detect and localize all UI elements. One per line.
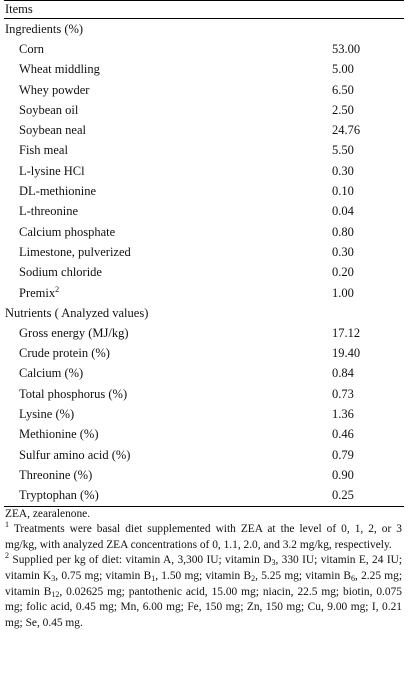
ingredients-heading: Ingredients (%): [5, 22, 84, 36]
row-label: Wheat middling: [19, 62, 100, 77]
subscript: 3: [51, 573, 56, 583]
row-value: 0.84: [332, 366, 354, 381]
row-label: Gross energy (MJ/kg): [19, 325, 129, 340]
row-value: 24.76: [332, 123, 361, 138]
footnote-text: Supplied per kg of diet: vitamin A, 3,30…: [12, 554, 272, 567]
row-value: 0.30: [332, 163, 354, 178]
row-label: Limestone, pulverized: [19, 244, 131, 259]
table-row: Fish meal 5.50: [4, 140, 404, 160]
table-row-premix: Premix2 1.00: [4, 283, 404, 303]
row-value: 0.73: [332, 386, 354, 401]
row-label: Threonine (%): [19, 467, 93, 482]
ingredients-rows: Corn 53.00 Wheat middling 5.00 Whey powder…: [4, 39, 404, 303]
row-value: 1.36: [332, 407, 354, 422]
row-value: 6.50: [332, 82, 354, 97]
items-header: Items: [5, 2, 33, 16]
row-label: Calcium phosphate: [19, 224, 116, 239]
row-label: Soybean oil: [19, 102, 79, 117]
row-label: DL-methionine: [19, 184, 97, 199]
top-rule: [4, 0, 404, 1]
premix-label: Premix: [19, 285, 56, 300]
row-value: 0.25: [332, 488, 354, 503]
row-value: 5.00: [332, 62, 354, 77]
table-row: Sodium chloride 0.20: [4, 262, 404, 282]
footnote-text: Treatments were basal diet supplemented …: [5, 523, 402, 551]
row-value: 17.12: [332, 325, 361, 340]
footnote-ref: 2: [55, 284, 60, 294]
footnotes: ZEA, zearalenone. 1 Treatments were basa…: [4, 507, 404, 632]
table-row: Wheat middling 5.00: [4, 59, 404, 79]
subscript: 1: [151, 573, 156, 583]
footnote-2: 2 Supplied per kg of diet: vitamin A, 3,…: [5, 551, 403, 631]
footnote-text: , 0.75 mg; vitamin B: [55, 569, 152, 582]
table-row: Limestone, pulverized 0.30: [4, 242, 404, 262]
table-row: Whey powder 6.50: [4, 80, 404, 100]
row-value: 5.50: [332, 143, 354, 158]
table-row: Soybean oil 2.50: [4, 100, 404, 120]
row-label: Corn: [19, 42, 44, 56]
row-value: 0.04: [332, 204, 354, 219]
header-rule: [4, 18, 404, 19]
row-label: Soybean neal: [19, 123, 86, 138]
row-label: Sulfur amino acid (%): [19, 447, 131, 462]
row-value: 0.46: [332, 427, 354, 442]
row-value: 1.00: [332, 285, 354, 300]
row-value: 0.10: [332, 184, 354, 199]
row-label: Crude protein (%): [19, 346, 110, 361]
table-row: Lysine (%) 1.36: [4, 404, 404, 424]
subscript: 2: [251, 573, 256, 583]
table-row: Soybean neal 24.76: [4, 120, 404, 140]
row-label: Fish meal: [19, 143, 68, 158]
table-row: Calcium (%) 0.84: [4, 363, 404, 383]
table-row: L-lysine HCl 0.30: [4, 161, 404, 181]
footnote-text: , 5.25 mg; vitamin B: [255, 569, 351, 582]
row-value: 19.40: [332, 346, 361, 361]
footnote-marker: 1: [5, 520, 9, 530]
subscript: 3: [271, 558, 276, 568]
footnote-marker: 2: [5, 551, 9, 561]
row-value: 0.90: [332, 467, 354, 482]
table-row: L-threonine 0.04: [4, 201, 404, 221]
nutrients-heading: Nutrients ( Analyzed values): [5, 305, 149, 320]
table-row: Threonine (%) 0.90: [4, 465, 404, 485]
table-row: Methionine (%) 0.46: [4, 424, 404, 444]
table-row: DL-methionine 0.10: [4, 181, 404, 201]
row-label: Methionine (%): [19, 427, 99, 442]
table-row: Calcium phosphate 0.80: [4, 222, 404, 242]
row-value: 0.80: [332, 224, 354, 239]
table-row: Total phosphorus (%) 0.73: [4, 384, 404, 404]
row-value: 0.79: [332, 447, 354, 462]
row-value: 2.50: [332, 102, 354, 117]
row-value: 0.20: [332, 265, 354, 280]
row-label: Premix2: [4, 283, 332, 303]
row-label: L-threonine: [19, 204, 79, 219]
row-label: Lysine (%): [19, 407, 75, 422]
bottom-rule: [4, 505, 404, 507]
row-label: Calcium (%): [19, 366, 84, 381]
row-label: L-lysine HCl: [19, 163, 85, 178]
row-label: Tryptophan (%): [19, 488, 99, 503]
footnote-text: , 330 IU; vitamin E, 24 IU; vitamin K: [5, 554, 403, 582]
row-label: Sodium chloride: [19, 265, 102, 280]
footnote-text: , 0.02625 mg; pantothenic acid, 15.00 mg…: [5, 585, 402, 629]
table-row: Corn 53.00: [4, 39, 404, 59]
footnote-1: 1 Treatments were basal diet supplemente…: [5, 520, 402, 553]
table-row: Crude protein (%) 19.40: [4, 343, 404, 363]
row-label: Total phosphorus (%): [19, 386, 128, 401]
table-row: Sulfur amino acid (%) 0.79: [4, 445, 404, 465]
table-row: Gross energy (MJ/kg) 17.12: [4, 323, 404, 343]
nutrients-rows: Gross energy (MJ/kg) 17.12 Crude protein …: [4, 323, 404, 506]
subscript: 12: [51, 589, 60, 599]
footnote-text: , 2.25 mg; vitamin B: [5, 569, 403, 598]
row-value: 0.30: [332, 244, 354, 259]
table-row: Tryptophan (%) 0.25: [4, 485, 404, 505]
row-label: Whey powder: [19, 82, 90, 97]
subscript: 6: [351, 573, 355, 583]
abbreviation-note: ZEA, zearalenone.: [5, 507, 91, 520]
diet-composition-table: Items Ingredients (%) Corn 53.00 Wheat mi…: [4, 0, 404, 631]
row-value: 53.00: [332, 42, 361, 56]
footnote-text: , 1.50 mg; vitamin B: [155, 569, 252, 582]
